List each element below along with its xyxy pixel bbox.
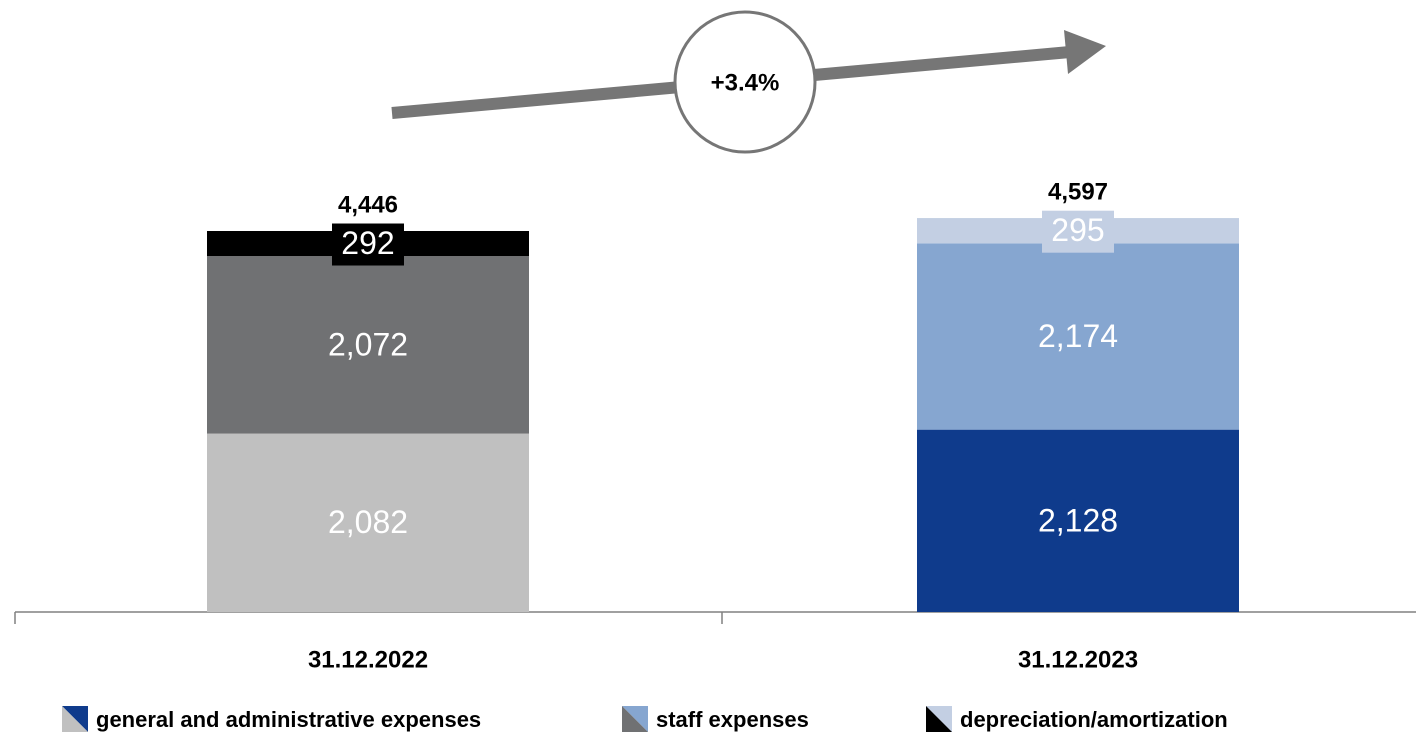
bar-segment — [917, 429, 1239, 612]
total-label: 4,446 — [338, 191, 398, 218]
legend-icon — [926, 706, 952, 732]
segment-label: 2,174 — [1038, 318, 1118, 354]
x-tick-label: 31.12.2022 — [308, 646, 428, 673]
total-label: 4,597 — [1048, 178, 1108, 205]
growth-circle — [673, 10, 817, 154]
segment-label: 292 — [341, 225, 394, 261]
arrow-head — [1064, 30, 1106, 74]
segment-label: 295 — [1051, 212, 1104, 248]
legend-label: general and administrative expenses — [96, 707, 481, 732]
label-box — [1042, 210, 1114, 253]
x-tick-label: 31.12.2023 — [1018, 646, 1138, 673]
legend-icon — [622, 706, 648, 732]
legend-label: depreciation/amortization — [960, 707, 1228, 732]
segment-label: 2,072 — [328, 326, 408, 362]
legend-icon — [62, 706, 88, 732]
bar-segment — [207, 256, 529, 434]
bar-segment — [917, 243, 1239, 430]
segment-label: 2,128 — [1038, 502, 1118, 538]
bar-segment — [207, 433, 529, 612]
label-box — [332, 223, 404, 266]
legend-label: staff expenses — [656, 707, 809, 732]
segment-label: 2,082 — [328, 504, 408, 540]
growth-label: +3.4% — [711, 69, 780, 96]
